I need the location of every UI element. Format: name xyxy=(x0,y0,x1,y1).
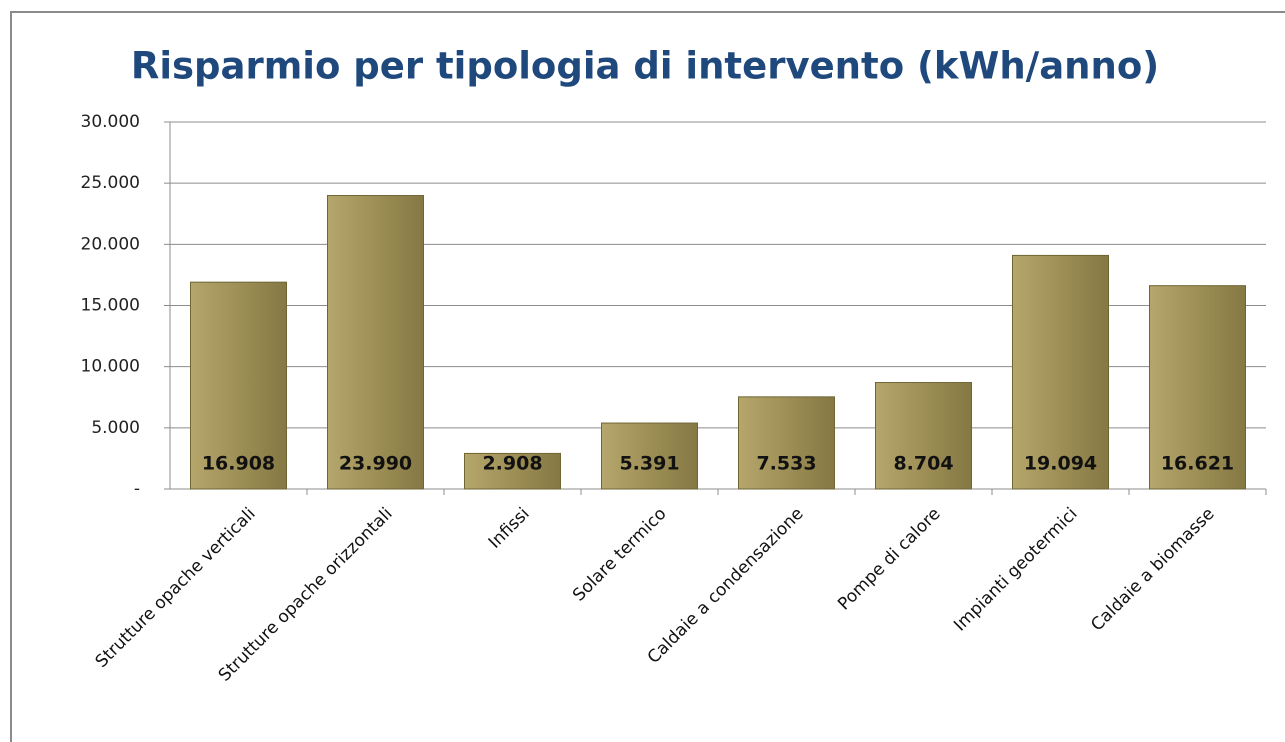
chart-title: Risparmio per tipologia di intervento (k… xyxy=(131,45,1159,88)
bar xyxy=(327,195,424,490)
y-tick-label: 25.000 xyxy=(81,173,140,193)
bar xyxy=(190,281,287,490)
value-label: 7.533 xyxy=(756,453,816,475)
bar xyxy=(1012,254,1109,490)
bar xyxy=(738,396,835,490)
value-label: 16.908 xyxy=(202,453,275,475)
value-label: 23.990 xyxy=(339,453,412,475)
value-label: 2.908 xyxy=(482,453,542,475)
y-tick-label: - xyxy=(134,479,140,499)
y-tick-label: 30.000 xyxy=(81,112,140,132)
y-tick-label: 5.000 xyxy=(91,418,140,438)
y-tick-label: 20.000 xyxy=(81,234,140,254)
y-tick-label: 15.000 xyxy=(81,296,140,316)
value-label: 16.621 xyxy=(1161,453,1234,475)
y-tick-label: 10.000 xyxy=(81,357,140,377)
bar xyxy=(601,422,698,490)
bar xyxy=(875,382,972,490)
bar xyxy=(1149,285,1246,490)
value-label: 8.704 xyxy=(893,453,953,475)
bar xyxy=(464,452,561,490)
value-label: 19.094 xyxy=(1024,453,1097,475)
value-label: 5.391 xyxy=(619,453,679,475)
